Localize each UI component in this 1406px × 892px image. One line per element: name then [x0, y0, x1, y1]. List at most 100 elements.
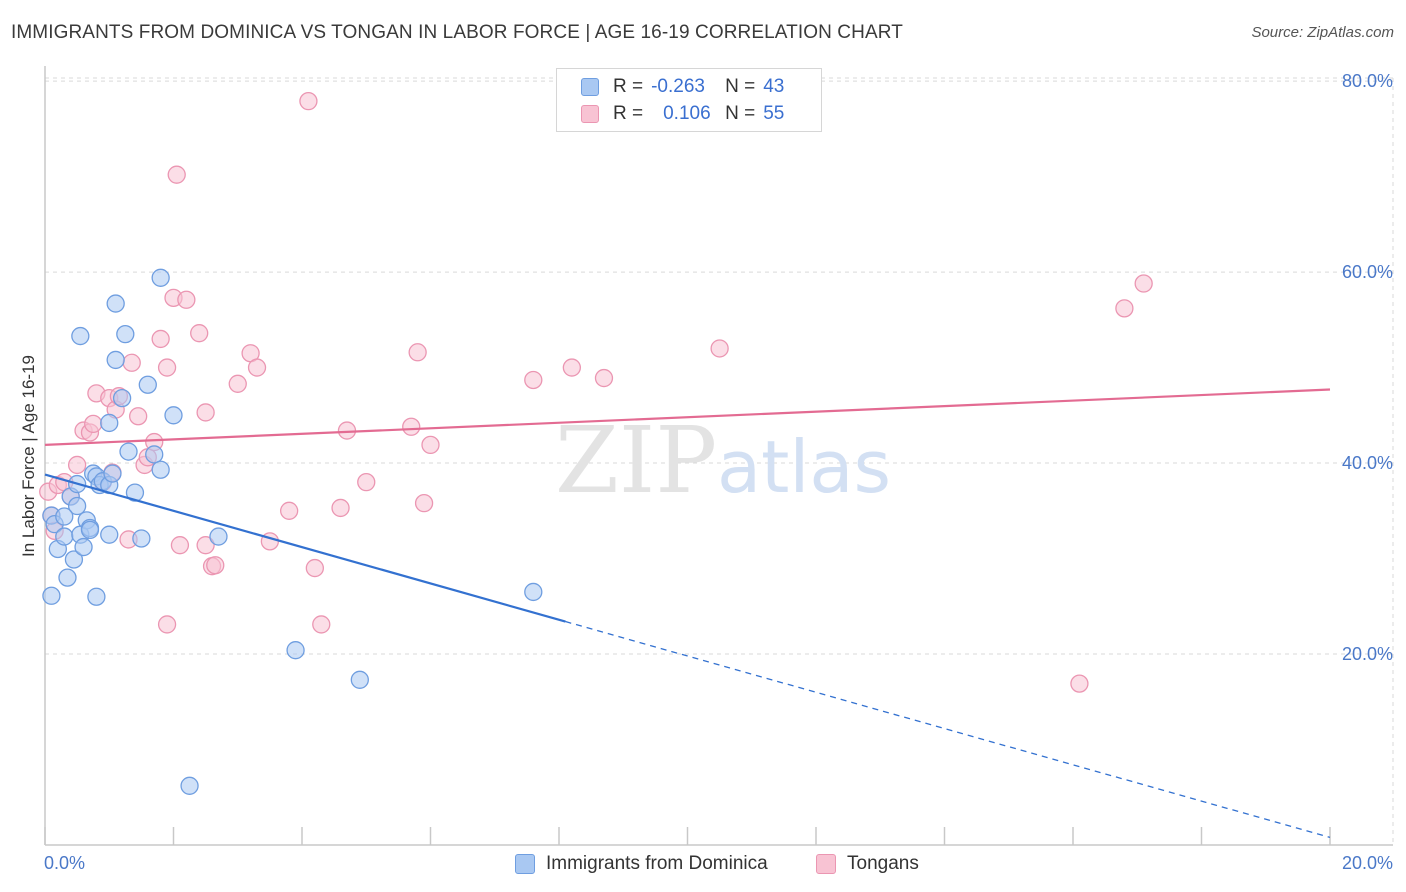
legend-swatch-pink	[581, 105, 599, 123]
dominica-point	[71, 326, 90, 346]
legend-r-value: -0.263	[651, 76, 705, 97]
dominica-point	[524, 582, 543, 602]
y-tick-label: 40.0%	[1342, 453, 1393, 473]
tongans-point	[279, 501, 299, 520]
trend-lines	[44, 388, 1331, 838]
dominica-point	[64, 550, 84, 569]
tongans-point	[129, 407, 148, 426]
dominica-point	[80, 520, 100, 540]
tongans-point	[305, 558, 325, 578]
tongans-point	[357, 472, 376, 492]
tongans-point	[594, 368, 614, 388]
dominica-point	[55, 527, 74, 546]
dominica-point	[112, 388, 132, 408]
legend-swatch-blue	[581, 78, 599, 96]
source-credit: Source: ZipAtlas.com	[1251, 24, 1394, 41]
dominica-point	[87, 587, 106, 606]
dominica-point	[42, 586, 61, 605]
tongans-point	[414, 494, 434, 513]
tongans-point	[167, 165, 186, 184]
tongans-point	[67, 455, 87, 475]
axes	[44, 66, 1393, 846]
y-tick-label: 20.0%	[1342, 644, 1393, 664]
legend-r-value: 0.106	[663, 103, 711, 124]
dominica-point	[350, 670, 369, 689]
dominica-trendline-extension	[565, 620, 1331, 838]
legend-n-value: 43	[763, 76, 785, 97]
bottom-legend-label-tongans: Tongans	[847, 853, 919, 874]
tongans-point	[331, 498, 350, 518]
bottom-legend-swatch-blue	[515, 854, 535, 874]
legend-n-label: N =	[725, 76, 756, 97]
bottom-legend-label-dominica: Immigrants from Dominica	[546, 853, 768, 874]
tongans-point	[177, 290, 196, 309]
tongans-point	[196, 536, 215, 555]
tongans-point	[299, 92, 318, 111]
x-tick-label: 20.0%	[1342, 853, 1393, 873]
tongans-point	[1070, 674, 1089, 693]
tongans-point	[408, 343, 427, 362]
watermark-zip: ZIP	[555, 407, 717, 514]
dominica-point	[67, 496, 87, 516]
dominica-point	[151, 460, 170, 479]
dominica-point	[106, 350, 125, 370]
dominica-point	[164, 406, 183, 425]
tongans-points	[39, 92, 1153, 693]
y-tick-label: 60.0%	[1342, 262, 1393, 282]
dominica-point	[116, 324, 135, 344]
tongans-point	[157, 615, 177, 634]
dominica-point	[138, 375, 157, 394]
dominica-trendline	[44, 473, 566, 623]
tongans-point	[1115, 299, 1134, 318]
tongans-point	[196, 403, 215, 422]
watermark: ZIP atlas	[555, 407, 891, 514]
dominica-point	[106, 294, 125, 313]
tongans-trendline	[44, 388, 1331, 447]
tongans-point	[402, 417, 421, 436]
tongans-point	[421, 435, 440, 455]
chart-title: IMMIGRANTS FROM DOMINICA VS TONGAN IN LA…	[11, 22, 903, 43]
bottom-legend-dominica: Immigrants from Dominica	[515, 852, 768, 876]
tongans-point	[206, 556, 225, 575]
dominica-point	[132, 529, 151, 548]
legend-r-label: R =	[613, 103, 644, 124]
dominica-point	[286, 641, 305, 660]
legend-n-value: 55	[763, 103, 785, 124]
legend-row-dominica: R = -0.263 N = 43	[581, 74, 784, 100]
tongans-point	[151, 329, 170, 349]
y-tick-label: 80.0%	[1342, 71, 1393, 91]
dominica-point	[180, 776, 199, 795]
tick-labels: 20.0% 40.0% 60.0% 80.0% 0.0% 20.0%	[44, 71, 1393, 873]
dominica-point	[145, 445, 164, 464]
tongans-point	[170, 536, 190, 555]
tongans-point	[247, 358, 267, 377]
dominica-points	[42, 268, 543, 795]
dominica-point	[74, 537, 93, 557]
correlation-legend: R = -0.263 N = 43 R = 0.106 N = 55	[556, 68, 822, 132]
tongans-point	[84, 414, 103, 434]
dominica-point	[100, 525, 119, 544]
tongans-point	[524, 370, 543, 390]
x-tick-label: 0.0%	[44, 853, 85, 873]
legend-row-tongans: R = 0.106 N = 55	[581, 101, 784, 127]
tongans-point	[190, 324, 209, 343]
dominica-point	[55, 507, 74, 526]
bottom-legend-tongans: Tongans	[816, 852, 919, 876]
tongans-point	[710, 339, 729, 358]
bottom-legend-swatch-pink	[816, 854, 836, 874]
y-axis-label: In Labor Force | Age 16-19	[19, 355, 38, 557]
tongans-point	[157, 358, 177, 377]
tongans-point	[1134, 274, 1153, 293]
legend-n-label: N =	[725, 103, 756, 124]
legend-r-label: R =	[613, 76, 644, 97]
tongans-point	[562, 358, 581, 377]
dominica-point	[58, 568, 77, 587]
tongans-point	[312, 615, 331, 634]
dominica-point	[151, 268, 170, 287]
dominica-point	[103, 464, 122, 483]
watermark-atlas: atlas	[717, 425, 891, 509]
dominica-point	[209, 527, 228, 546]
tongans-point	[122, 353, 141, 372]
dominica-point	[100, 413, 119, 433]
